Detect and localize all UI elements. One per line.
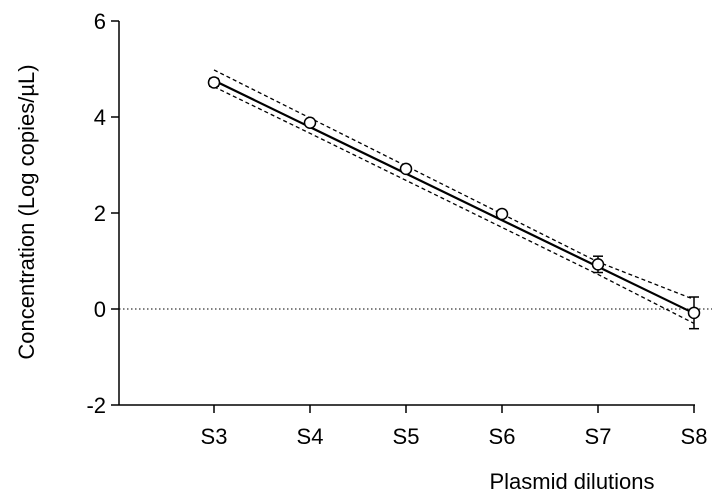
data-point: [207, 76, 221, 89]
y-tick-label: -2: [86, 393, 106, 418]
y-tick-label: 2: [94, 201, 106, 226]
x-tick-label: S6: [489, 424, 516, 449]
x-tick-label: S7: [585, 424, 612, 449]
data-point: [399, 162, 413, 176]
confidence-band-lower: [213, 86, 695, 324]
regression-line: [213, 79, 695, 315]
y-tick-label: 4: [94, 105, 106, 130]
plot-area: -2 0 2 4 6 S3 S4 S5 S6 S7 S8: [86, 9, 712, 449]
data-point: [687, 306, 701, 320]
x-tick-label: S3: [201, 424, 228, 449]
confidence-band-upper: [213, 69, 695, 301]
x-axis-title: Plasmid dilutions: [489, 469, 654, 494]
y-axis-title: Concentration (Log copies/µL): [14, 64, 39, 359]
y-tick-label: 0: [94, 297, 106, 322]
data-point: [495, 207, 509, 221]
data-point: [303, 116, 317, 130]
x-tick-label: S8: [681, 424, 708, 449]
x-tick-label: S5: [393, 424, 420, 449]
y-tick-label: 6: [94, 9, 106, 34]
data-point: [591, 258, 605, 271]
x-tick-label: S4: [297, 424, 324, 449]
